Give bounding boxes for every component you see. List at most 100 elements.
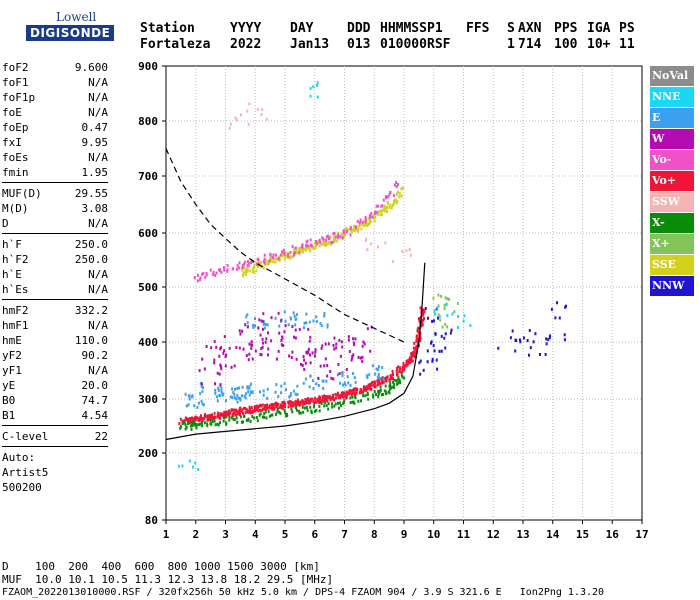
- auto-line: 500200: [2, 481, 42, 494]
- echo-point-e: [305, 321, 308, 325]
- echo-point-vo: [304, 401, 307, 405]
- echo-point-x: [372, 395, 375, 399]
- echo-point-nne: [309, 94, 312, 98]
- echo-point-vo: [235, 267, 238, 271]
- echo-point-vo: [405, 360, 408, 364]
- echo-point-nnw: [511, 329, 514, 333]
- echo-point-x: [279, 411, 282, 415]
- echo-point-vo: [341, 391, 344, 395]
- echo-point-vo: [291, 244, 294, 248]
- echo-point-vo: [210, 413, 213, 417]
- echo-point-vo: [299, 403, 302, 407]
- echo-point-nne: [433, 309, 436, 313]
- echo-point-w: [288, 354, 291, 358]
- echo-point-ssw: [409, 253, 412, 257]
- echo-point-w: [345, 367, 348, 371]
- echo-point-e: [263, 326, 266, 330]
- echo-point-x: [225, 421, 228, 425]
- echo-point-sse: [333, 235, 336, 239]
- echo-point-ssw: [246, 109, 249, 113]
- echo-point-e: [197, 401, 200, 405]
- echo-point-e: [201, 389, 204, 393]
- echo-point-e: [277, 394, 280, 398]
- echo-point-sse: [300, 248, 303, 252]
- echo-point-vo: [254, 408, 257, 412]
- echo-point-vo: [280, 403, 283, 407]
- echo-point-vo: [337, 233, 340, 237]
- echo-point-nnw: [426, 349, 429, 353]
- echo-point-e: [241, 385, 244, 389]
- echo-point-w: [307, 347, 310, 351]
- legend-item-x: X-: [650, 213, 694, 233]
- echo-point-e: [233, 396, 236, 400]
- echo-point-ssw: [364, 238, 367, 242]
- echo-point-e: [294, 323, 297, 327]
- echo-point-vo: [329, 398, 332, 402]
- echo-point-w: [258, 318, 261, 322]
- echo-point-vo: [321, 399, 324, 403]
- parameter-panel: foF2 9.600 foF1 N/A foF1p N/A foE N/A foEp 0.47 fx…: [2, 60, 108, 495]
- echo-point-sse: [388, 206, 391, 210]
- echo-point-x: [303, 406, 306, 410]
- echo-point-vo: [272, 253, 275, 257]
- echo-point-sse: [386, 200, 389, 204]
- param-value: N/A: [88, 319, 108, 332]
- echo-point-vo: [189, 417, 192, 421]
- echo-point-w: [333, 347, 336, 351]
- echo-point-w: [228, 346, 231, 350]
- echo-point-sse: [241, 268, 244, 272]
- echo-point-ssw: [370, 242, 373, 246]
- echo-point-sse: [266, 262, 269, 266]
- param-row: h`F2 250.0: [2, 252, 108, 267]
- echo-point-e: [238, 397, 241, 401]
- echo-point-sse: [260, 260, 263, 264]
- echo-point-w: [260, 319, 263, 323]
- echo-point-nnw: [444, 332, 447, 336]
- echo-point-sse: [286, 255, 289, 259]
- echo-point-x: [256, 419, 259, 423]
- echo-point-vo: [418, 327, 421, 331]
- echo-point-x: [377, 395, 380, 399]
- echo-point-nnw: [545, 337, 548, 341]
- echo-point-e: [217, 386, 220, 390]
- echo-point-x: [181, 422, 184, 426]
- echo-point-w: [347, 335, 350, 339]
- param-separator: [2, 446, 108, 447]
- legend-item-w: W: [650, 129, 694, 149]
- echo-point-w: [223, 349, 226, 353]
- echo-point-sse: [373, 219, 376, 223]
- echo-point-sse: [362, 224, 365, 228]
- legend: NoVal NNE E W Vo- Vo+ SSW X- X+ SSE NNW: [650, 66, 694, 297]
- echo-point-sse: [309, 249, 312, 253]
- echo-point-x: [255, 415, 258, 419]
- echo-point-vo: [250, 410, 253, 414]
- echo-point-vo: [339, 235, 342, 239]
- echo-point-vo: [264, 406, 267, 410]
- echo-point-w: [270, 316, 273, 320]
- echo-point-vo: [419, 336, 422, 340]
- echo-point-x: [206, 422, 209, 426]
- echo-point-e: [231, 387, 234, 391]
- echo-point-e: [214, 388, 217, 392]
- echo-point-vo: [263, 261, 266, 265]
- echo-point-vo: [342, 392, 345, 396]
- echo-point-sse: [325, 242, 328, 246]
- echo-point-w: [326, 374, 329, 378]
- footer-file-info: FZAOM_2022013010000.RSF / 320fx256h 50 k…: [2, 587, 605, 598]
- echo-point-sse: [350, 228, 353, 232]
- echo-point-nnw: [432, 344, 435, 348]
- echo-point-x: [440, 294, 443, 298]
- echo-point-sse: [265, 259, 268, 263]
- echo-point-x: [456, 301, 459, 305]
- echo-point-vo: [401, 367, 404, 371]
- echo-point-vo: [232, 408, 235, 412]
- echo-point-nnw: [514, 338, 517, 342]
- echo-point-sse: [324, 243, 327, 247]
- echo-point-w: [214, 382, 217, 386]
- echo-point-nnw: [431, 319, 434, 323]
- param-key: foEs: [2, 151, 29, 164]
- echo-point-e: [344, 383, 347, 387]
- echo-point-nnw: [532, 340, 535, 344]
- echo-point-e: [315, 315, 318, 319]
- x-tick-label: 7: [341, 528, 348, 541]
